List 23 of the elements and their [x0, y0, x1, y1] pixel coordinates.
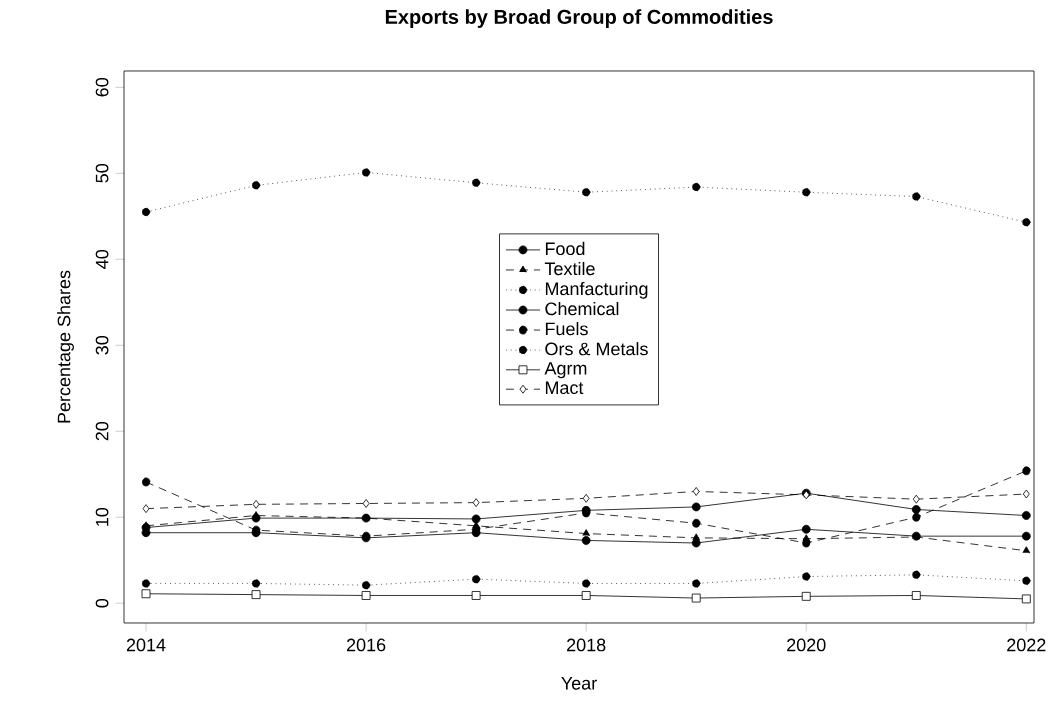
y-tick-label: 30 — [95, 335, 109, 355]
legend-label: Ors & Metals — [545, 342, 648, 356]
legend-label: Chemical — [545, 302, 619, 316]
y-tick-label: 50 — [95, 164, 109, 183]
y-tick-label: 0 — [95, 598, 109, 608]
y-axis-title: Percentage Shares — [57, 270, 74, 423]
y-tick-label: 10 — [95, 507, 109, 526]
x-tick-label: 2018 — [567, 638, 606, 652]
x-axis-title: Year — [561, 677, 597, 690]
y-tick-label: 60 — [95, 78, 109, 97]
chart-title: Exports by Broad Group of Commodities — [385, 9, 773, 28]
legend-label: Manfacturing — [545, 281, 648, 299]
x-tick-label: 2014 — [126, 638, 166, 652]
legend-label: Agrm — [544, 362, 587, 379]
x-tick-label: 2016 — [346, 638, 386, 652]
legend-label: Mact — [545, 381, 584, 395]
x-tick-label: 2022 — [1007, 638, 1046, 652]
y-tick-label: 40 — [95, 249, 109, 269]
y-tick-label: 20 — [95, 421, 109, 441]
legend-label: Fuels — [545, 322, 588, 336]
legend-label: Textile — [544, 261, 595, 276]
x-tick-label: 2020 — [787, 638, 826, 652]
legend-label: Food — [545, 241, 585, 256]
